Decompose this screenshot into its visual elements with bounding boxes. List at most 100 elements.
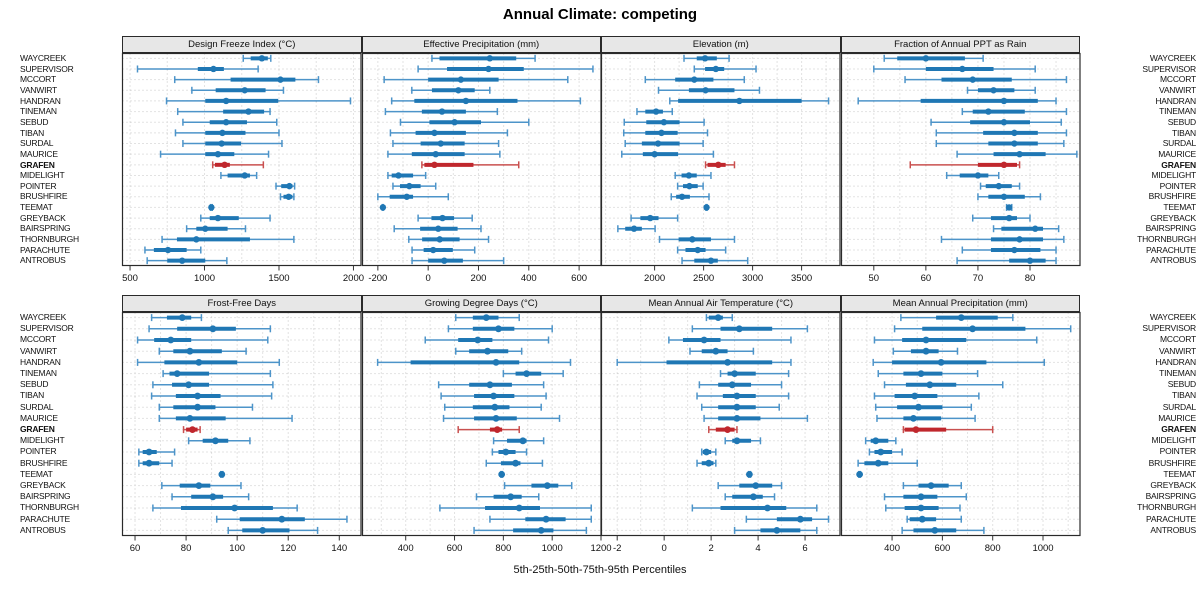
- median-dot: [652, 108, 660, 115]
- site-label-right: MAURICE: [1158, 148, 1196, 159]
- median-dot: [712, 347, 720, 355]
- median-dot: [145, 448, 153, 456]
- median-dot: [537, 527, 545, 534]
- site-row-midelight: [724, 437, 762, 445]
- median-dot: [728, 381, 736, 389]
- site-label-left: THORNBURGH: [20, 234, 79, 245]
- site-row-supervisor: [893, 325, 1071, 333]
- x-tick-label: 200: [470, 273, 486, 284]
- x-tick-label: 100: [229, 543, 245, 554]
- panel-strip: Effective Precipitation (mm): [361, 36, 601, 53]
- site-row-thornburgh: [161, 235, 295, 243]
- site-label-right: THORNBURGH: [1137, 234, 1196, 245]
- x-tick-label: 400: [884, 543, 900, 554]
- site-row-vanwirt: [410, 86, 491, 94]
- median-dot: [707, 257, 715, 264]
- site-row-teemat: [379, 203, 386, 211]
- median-dot: [930, 527, 938, 534]
- median-dot: [486, 381, 493, 389]
- site-row-grafen: [704, 161, 736, 169]
- site-row-handran: [669, 97, 830, 105]
- site-row-vanwirt: [454, 347, 522, 355]
- site-row-tineman: [162, 370, 272, 378]
- panel-strip: Growing Degree Days (°C): [361, 295, 601, 312]
- site-row-waycreek: [242, 54, 272, 62]
- median-dot: [436, 236, 443, 243]
- site-row-tiban: [389, 129, 508, 137]
- site-row-pointer: [275, 182, 296, 190]
- site-row-surdal: [874, 403, 972, 411]
- site-row-pointer: [676, 182, 704, 190]
- median-dot: [214, 214, 222, 222]
- site-row-pointer: [979, 182, 1020, 190]
- panel-plot: 400 600 800 1000: [840, 311, 1081, 554]
- median-dot: [922, 336, 929, 344]
- median-dot: [492, 415, 499, 422]
- median-dot: [437, 140, 444, 147]
- median-dot: [543, 482, 551, 489]
- site-label-left: HANDRAN: [20, 356, 61, 367]
- site-label-right: TEEMAT: [1163, 202, 1196, 213]
- site-row-bairspring: [475, 493, 540, 501]
- median-dot: [241, 87, 248, 94]
- site-row-vanwirt: [966, 86, 1036, 94]
- median-dot: [701, 55, 709, 62]
- median-dot: [733, 403, 741, 411]
- site-label-left: GREYBACK: [20, 480, 66, 490]
- site-row-tineman: [502, 370, 564, 378]
- site-row-handran: [165, 97, 352, 105]
- site-label-right: MIDELIGHT: [1151, 435, 1197, 446]
- site-row-handran: [136, 358, 281, 366]
- median-dot: [733, 415, 741, 422]
- site-label-right: ANTROBUS: [1150, 524, 1196, 535]
- median-dot: [733, 437, 741, 445]
- median-dot: [646, 214, 654, 222]
- site-row-sebud: [437, 381, 544, 389]
- site-label-left: TINEMAN: [20, 106, 57, 117]
- site-label-left: TINEMAN: [20, 368, 57, 378]
- x-tick-label: 70: [972, 273, 983, 284]
- site-row-tineman: [876, 370, 978, 378]
- x-tick-label: 600: [446, 543, 462, 554]
- median-dot: [703, 204, 710, 211]
- median-dot: [493, 426, 501, 433]
- site-row-waycreek: [705, 314, 734, 322]
- site-row-parachute: [488, 515, 592, 523]
- median-dot: [202, 225, 209, 232]
- site-label-left: PARACHUTE: [20, 244, 70, 255]
- x-tick-label: 2: [708, 543, 713, 554]
- median-dot: [189, 426, 196, 433]
- median-dot: [703, 448, 710, 456]
- site-row-waycreek: [899, 314, 1014, 322]
- panel-plot: 2000 2500 3000 3500: [600, 52, 841, 284]
- site-row-grafen: [902, 426, 993, 434]
- median-dot: [700, 336, 708, 344]
- site-row-tineman: [719, 370, 790, 378]
- panel-strip: Frost-Free Days: [122, 295, 362, 312]
- site-row-greyback: [161, 482, 242, 490]
- site-label-left: BRUSHFIRE: [20, 457, 68, 468]
- site-row-tiban: [150, 392, 273, 400]
- site-label-left: GREYBACK: [20, 212, 66, 223]
- x-tick-label: 0: [662, 543, 667, 554]
- site-row-sebud: [399, 118, 530, 126]
- site-row-waycreek: [882, 54, 984, 62]
- site-label-left: TEEMAT: [20, 202, 53, 213]
- site-label-right: TEEMAT: [1163, 468, 1196, 479]
- site-label-left: SURDAL: [20, 401, 54, 412]
- site-row-vanwirt: [191, 86, 285, 94]
- x-tick-label: 50: [868, 273, 879, 284]
- median-dot: [286, 182, 293, 190]
- median-dot: [658, 129, 665, 137]
- site-label-right: MCCORT: [1160, 334, 1196, 345]
- panel-strip: Mean Annual Precipitation (mm): [840, 295, 1080, 312]
- median-dot: [482, 314, 490, 321]
- site-row-tiban: [174, 129, 280, 137]
- site-row-pointer: [138, 448, 176, 456]
- x-tick-label: 1000: [1032, 543, 1053, 554]
- site-row-surdal: [182, 140, 283, 148]
- site-row-thornburgh: [438, 504, 592, 512]
- median-dot: [724, 426, 731, 433]
- site-row-thornburgh: [691, 504, 818, 512]
- site-label-left: HANDRAN: [20, 95, 61, 106]
